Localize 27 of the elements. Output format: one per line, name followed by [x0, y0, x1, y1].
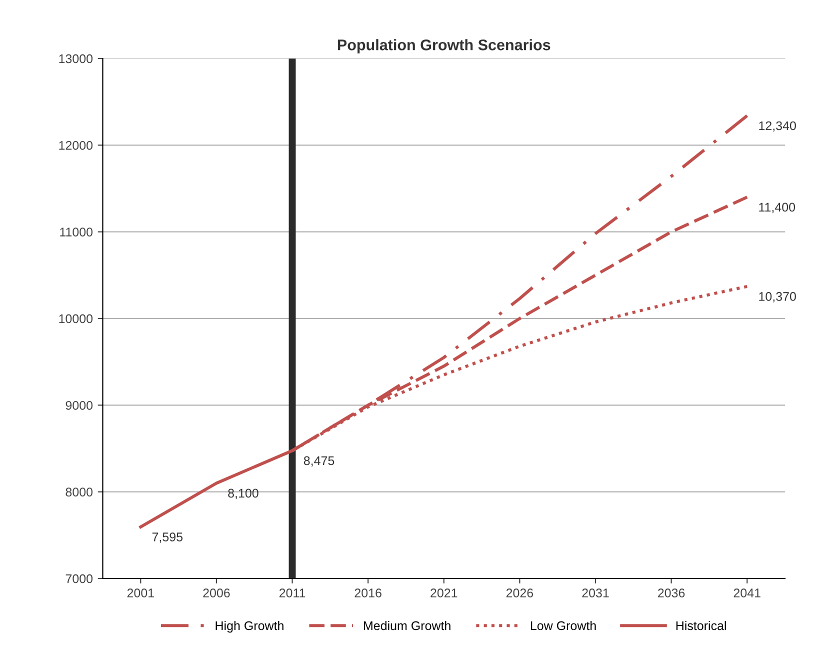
- y-tick-label: 8000: [66, 488, 93, 496]
- x-tick-label: 2011: [279, 588, 306, 598]
- x-tick-label: 2006: [203, 588, 230, 598]
- y-tick-label: 7000: [66, 574, 93, 584]
- y-tick-label: 13000: [59, 54, 93, 64]
- y-tick-label: 10000: [59, 314, 93, 324]
- data-label: 12,340: [759, 121, 796, 132]
- x-tick-label: 2041: [734, 588, 760, 598]
- data-label: 11,400: [759, 202, 796, 214]
- y-tick-label: 12000: [59, 140, 93, 150]
- x-tick-label: 2016: [354, 588, 382, 598]
- legend-label: Medium Growth: [364, 620, 450, 630]
- x-tick-label: 2031: [582, 588, 609, 598]
- data-label: 10,370: [759, 292, 796, 302]
- chart-title: Population Growth Scenarios: [338, 39, 550, 54]
- legend-label: High Growth: [216, 620, 284, 633]
- y-tick-label: 11000: [60, 228, 93, 236]
- data-label: 8,100: [228, 488, 258, 500]
- x-tick-label: 2026: [506, 588, 534, 598]
- y-tick-label: 9000: [66, 400, 93, 410]
- data-label: 7,595: [152, 532, 183, 543]
- legend-label: Historical: [676, 620, 726, 630]
- data-label: 8,475: [304, 456, 334, 467]
- x-tick-label: 2021: [430, 588, 458, 598]
- legend-label: Low Growth: [530, 620, 596, 630]
- x-tick-label: 2036: [658, 588, 685, 598]
- x-tick-label: 2001: [127, 588, 154, 598]
